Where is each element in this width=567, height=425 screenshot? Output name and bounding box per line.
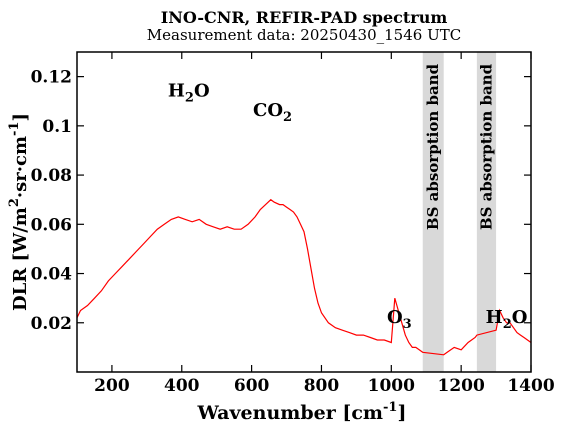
x-tick-label-400: 400 [164,376,200,396]
y-axis-ticks: 0.02 0.04 0.06 0.08 0.1 0.12 [31,68,531,334]
y-tick-label-0.12: 0.12 [31,68,72,88]
chart-subtitle: Measurement data: 20250430_1546 UTC [147,26,461,44]
band-label-1: BS absorption band [424,63,442,230]
y-tick-label-0.08: 0.08 [31,166,72,186]
y-axis-label: DLR [W/m2·sr·cm-1] [7,113,31,311]
y-tick-label-0.04: 0.04 [31,265,73,285]
annotation-h2o-left: H2O [168,80,210,105]
spectrum-line [77,198,531,356]
absorption-bands [422,52,497,372]
annotation-o3: O3 [387,307,412,332]
y-tick-label-0.1: 0.1 [42,117,72,137]
annotation-co2: CO2 [253,100,292,125]
series-layer [77,198,531,356]
molecule-annotations: BS absorption band BS absorption band H2O C… [168,63,528,331]
x-tick-label-600: 600 [234,376,270,396]
chart-title: INO-CNR, REFIR-PAD spectrum [161,8,448,27]
y-tick-label-0.02: 0.02 [31,314,72,334]
plot-frame [76,51,532,373]
x-tick-label-1400: 1400 [507,376,554,396]
x-tick-label-1000: 1000 [368,376,415,396]
y-tick-label-0.06: 0.06 [31,215,72,235]
x-tick-label-800: 800 [304,376,340,396]
x-axis-label: Wavenumber [cm-1] [197,400,407,424]
x-axis-ticks: 200 400 600 800 1000 1200 1400 [94,52,555,396]
absorption-band-1 [422,52,444,372]
band-label-2: BS absorption band [477,63,495,230]
x-tick-label-200: 200 [94,376,130,396]
absorption-band-2 [476,52,497,372]
x-tick-label-1200: 1200 [437,376,484,396]
annotation-h2o-right: H2O [486,307,528,332]
